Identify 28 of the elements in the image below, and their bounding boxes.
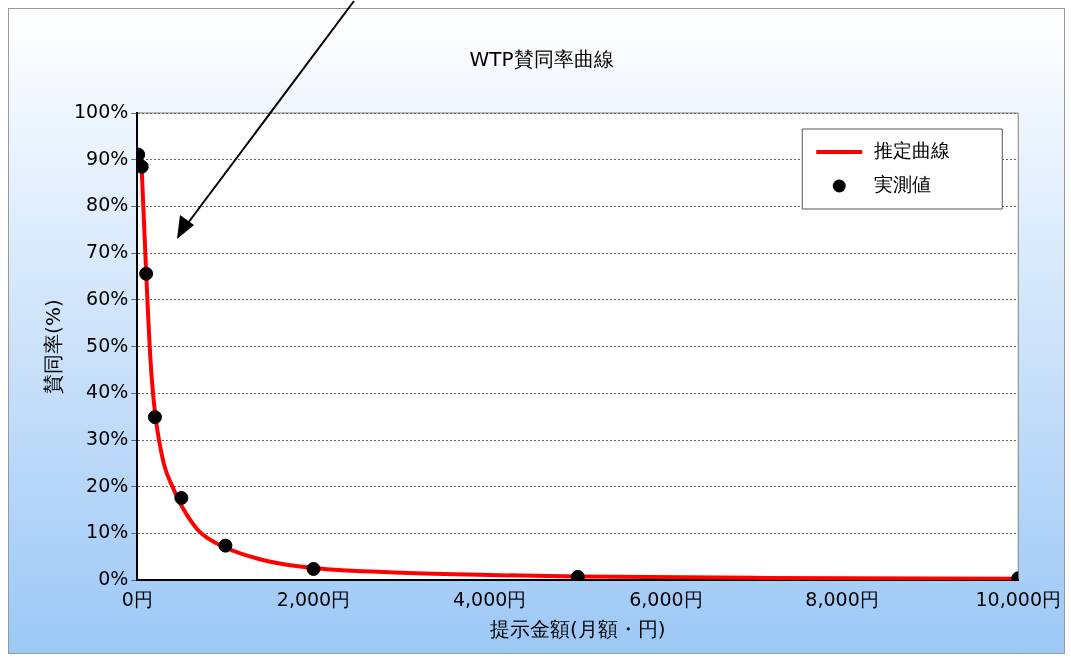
y-tick-label: 80% (86, 193, 129, 216)
y-tick-label: 90% (86, 146, 129, 169)
x-tick-label: 10,000円 (975, 587, 1061, 610)
point (218, 538, 233, 553)
point (147, 410, 162, 425)
y-tick-label: 100% (73, 99, 129, 122)
point (139, 266, 154, 281)
y-tick-label: 70% (86, 240, 129, 263)
y-tick-label: 30% (86, 426, 129, 449)
point (570, 569, 585, 581)
x-tick-label: 6,000円 (629, 587, 703, 610)
x-tick-label: 4,000円 (452, 587, 527, 610)
legend-label: 実測値 (874, 172, 932, 195)
y-tick-label: 10% (86, 520, 129, 543)
chart-title: WTP賛同率曲線 (469, 47, 614, 72)
y-tick-label: 60% (86, 286, 129, 309)
legend-label: 推定曲線 (874, 138, 951, 161)
y-tick-label: 40% (86, 380, 129, 403)
x-tick-label: 2,000円 (276, 587, 351, 610)
y-tick-label: 50% (86, 333, 129, 356)
y-axis-title: 賛同率(%) (41, 299, 66, 394)
x-tick-label: 0円 (121, 587, 153, 610)
point (174, 490, 189, 505)
y-tick-label: 0% (98, 567, 129, 590)
x-axis-title: 提示金額(月額・円) (489, 617, 666, 642)
x-tick-label: 8,000円 (805, 587, 879, 610)
point (306, 561, 321, 576)
y-tick-label: 20% (86, 473, 129, 496)
